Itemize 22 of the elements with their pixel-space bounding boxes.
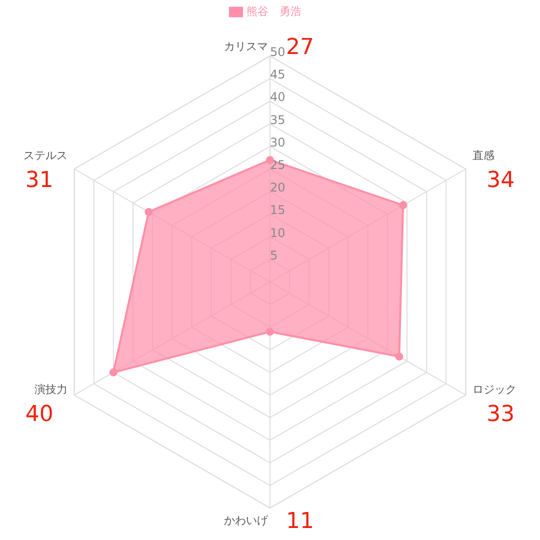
y-tick-label: 30: [270, 135, 286, 150]
text: 27: [286, 35, 314, 60]
y-tick-label: 5: [270, 248, 278, 262]
y-tick-label: 20: [270, 180, 286, 195]
spoke-label: 演技力: [34, 383, 68, 396]
spoke-label: ステルス: [23, 149, 68, 162]
text: 34: [486, 168, 515, 193]
y-tick-label: 10: [270, 226, 286, 240]
spoke-label: ロジック: [472, 383, 517, 396]
y-tick-label: 40: [270, 90, 286, 104]
spoke-label: カリスマ: [224, 40, 268, 53]
y-tick-label: 15: [270, 203, 286, 218]
text: 33: [486, 402, 515, 427]
text: 40: [25, 402, 54, 427]
text: 11: [286, 509, 314, 534]
y-tick-label: 45: [270, 68, 286, 82]
spoke-label: 直感: [472, 149, 495, 162]
y-tick-label: 50: [270, 45, 286, 59]
spoke-label: かわいげ: [224, 514, 269, 527]
y-tick-label: 35: [270, 112, 286, 127]
text: 31: [25, 168, 54, 193]
legend-label: 熊谷 勇浩: [246, 5, 302, 18]
